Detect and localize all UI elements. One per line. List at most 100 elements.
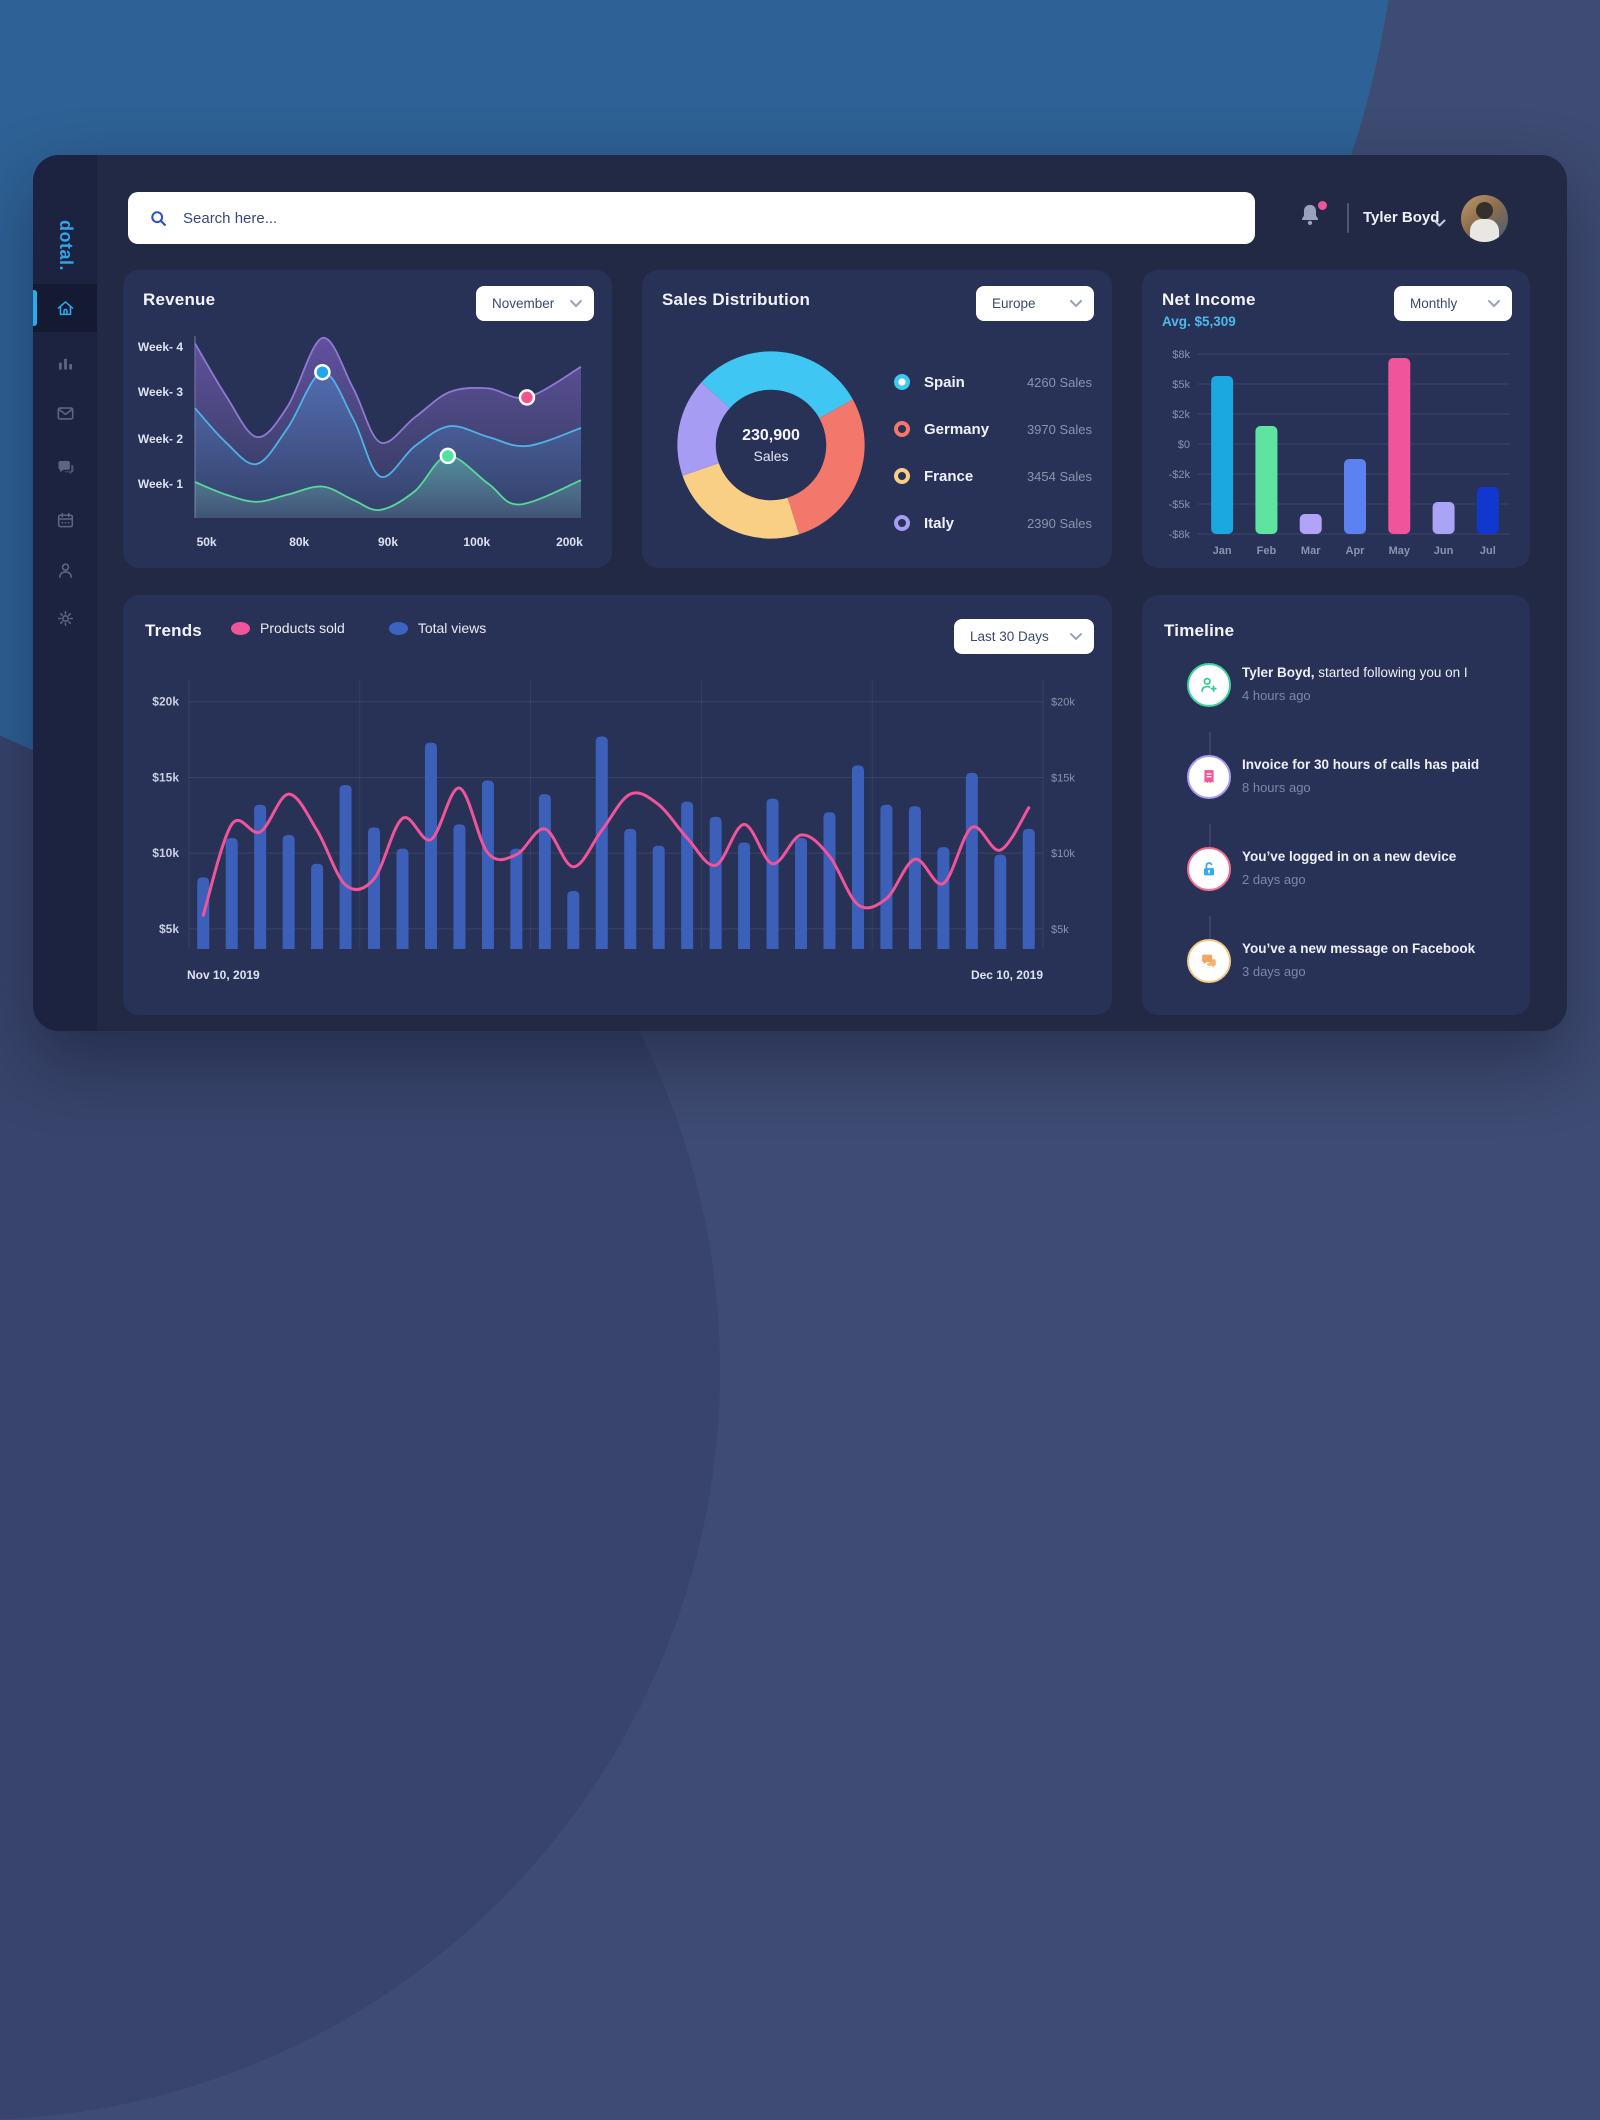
germany-dot-icon (894, 421, 910, 437)
sidebar-item-chat[interactable] (33, 443, 97, 491)
income-bar-jul (1476, 487, 1499, 534)
trends-card: Trends Products sold Total views Last 30… (123, 595, 1112, 1015)
timeline-title: Timeline (1164, 621, 1235, 640)
trend-bar (481, 780, 494, 949)
revenue-chart: Week- 4 Week- 3 Week- 2 Week- 1 50k 80k 90k 100… (138, 336, 583, 549)
chat-bubbles-icon (1202, 954, 1216, 968)
user-name[interactable]: Tyler Boyd (1363, 209, 1440, 226)
svg-text:Nov 10, 2019: Nov 10, 2019 (187, 968, 260, 982)
event-badge (1187, 939, 1231, 983)
chevron-down-icon (1488, 299, 1500, 307)
trend-bar (823, 812, 836, 949)
event-badge (1187, 847, 1231, 891)
sales-title: Sales Distribution (662, 290, 811, 309)
trends-range-dropdown[interactable]: Last 30 Days (954, 619, 1094, 654)
revenue-title: Revenue (143, 290, 216, 309)
revenue-marker (518, 389, 536, 406)
svg-text:-$5k: -$5k (1169, 499, 1191, 511)
timeline-connector (1209, 824, 1211, 866)
revenue-area-lower-green (195, 455, 581, 518)
sidebar-item-profile[interactable] (33, 546, 97, 594)
trend-bar (225, 838, 238, 949)
chevron-down-icon (570, 299, 582, 307)
event-text: You’ve a new message on Facebook (1242, 941, 1476, 956)
donut-segment-spain (701, 351, 853, 419)
event-badge (1187, 755, 1231, 799)
revenue-marker (314, 363, 331, 381)
sidebar-item-mail[interactable] (33, 389, 97, 437)
event-time: 4 hours ago (1242, 687, 1311, 703)
svg-text:Mar: Mar (1301, 545, 1321, 557)
calendar-icon (57, 512, 73, 527)
sales-distribution-card: Sales Distribution Europe 230,900 Sales … (642, 270, 1112, 568)
income-bar-may (1388, 358, 1411, 534)
spain-dot-icon (894, 374, 910, 390)
sidebar-item-analytics[interactable] (33, 339, 97, 387)
search-icon (151, 210, 166, 226)
trend-bar (282, 834, 295, 949)
legend-row-spain: Spain 4260 Sales (894, 372, 1092, 392)
net-income-period-dropdown[interactable]: Monthly (1394, 286, 1512, 321)
dashboard-panel: dotal. (33, 155, 1567, 1031)
donut-segment-italy (677, 382, 730, 476)
user-icon (58, 562, 72, 578)
svg-text:Week- 1: Week- 1 (138, 477, 183, 491)
svg-text:Jan: Jan (1213, 545, 1232, 557)
event-badge (1187, 663, 1231, 707)
event-text: You’ve logged in on a new device (1242, 849, 1457, 864)
svg-text:80k: 80k (289, 535, 309, 549)
svg-text:$20k: $20k (152, 695, 179, 709)
sales-region-dropdown[interactable]: Europe (976, 286, 1094, 321)
legend-row-italy: Italy 2390 Sales (894, 513, 1092, 533)
italy-dot-icon (894, 515, 910, 531)
trend-bar (880, 804, 893, 949)
notification-bell[interactable] (1297, 199, 1329, 233)
svg-text:$5k: $5k (1172, 379, 1190, 391)
income-bar-jun (1432, 502, 1455, 534)
svg-text:$10k: $10k (152, 846, 179, 860)
svg-text:Dec 10, 2019: Dec 10, 2019 (971, 968, 1043, 982)
sidebar: dotal. (33, 155, 97, 1031)
user-menu-chevron[interactable] (1433, 215, 1446, 233)
net-income-average: Avg. $5,309 (1162, 314, 1236, 329)
revenue-line-middle-blue (194, 371, 582, 478)
trend-bar (339, 785, 352, 949)
svg-text:$15k: $15k (152, 770, 179, 784)
trend-bar (766, 798, 779, 949)
sidebar-item-home[interactable] (33, 284, 97, 332)
user-avatar[interactable] (1461, 195, 1508, 242)
legend-products-sold: Products sold (231, 620, 345, 636)
trend-bar (396, 848, 409, 949)
svg-text:Jun: Jun (1434, 545, 1454, 557)
bar-chart-icon (58, 358, 72, 370)
sales-legend: Spain 4260 Sales Germany 3970 Sales Fran… (894, 372, 1092, 560)
net-income-card: Net Income Avg. $5,309 Monthly $8k $5k $2k… (1142, 270, 1530, 568)
revenue-marker (439, 447, 457, 465)
search-input[interactable] (183, 209, 1235, 227)
event-text: Tyler Boyd, started following you on I (1242, 665, 1468, 680)
timeline-connector (1209, 916, 1211, 958)
trend-bar (624, 828, 637, 949)
revenue-period-dropdown[interactable]: November (476, 286, 594, 321)
trend-bar (1022, 828, 1035, 949)
revenue-line-upper-purple (194, 337, 582, 444)
svg-text:May: May (1389, 545, 1411, 557)
sidebar-item-calendar[interactable] (33, 496, 97, 544)
net-income-chart: $8k $5k $2k $0 -$2k -$5k -$8k Jan Feb Mar Apr May Ju… (1169, 349, 1510, 557)
svg-text:$5k: $5k (1051, 924, 1069, 936)
svg-text:$20k: $20k (1051, 697, 1075, 709)
legend-row-france: France 3454 Sales (894, 466, 1092, 486)
trend-bar (368, 827, 381, 949)
trend-bar (652, 845, 665, 949)
sidebar-item-settings[interactable] (33, 594, 97, 642)
donut-segment-france (682, 463, 800, 539)
svg-text:90k: 90k (378, 535, 398, 549)
trends-title: Trends (145, 621, 202, 640)
trend-bar (254, 804, 267, 949)
trend-bar (994, 854, 1007, 949)
svg-text:Week- 3: Week- 3 (138, 385, 183, 399)
chevron-down-icon (1070, 632, 1082, 640)
svg-text:$2k: $2k (1172, 409, 1190, 421)
income-bar-feb (1255, 426, 1278, 534)
gear-icon (57, 610, 73, 626)
